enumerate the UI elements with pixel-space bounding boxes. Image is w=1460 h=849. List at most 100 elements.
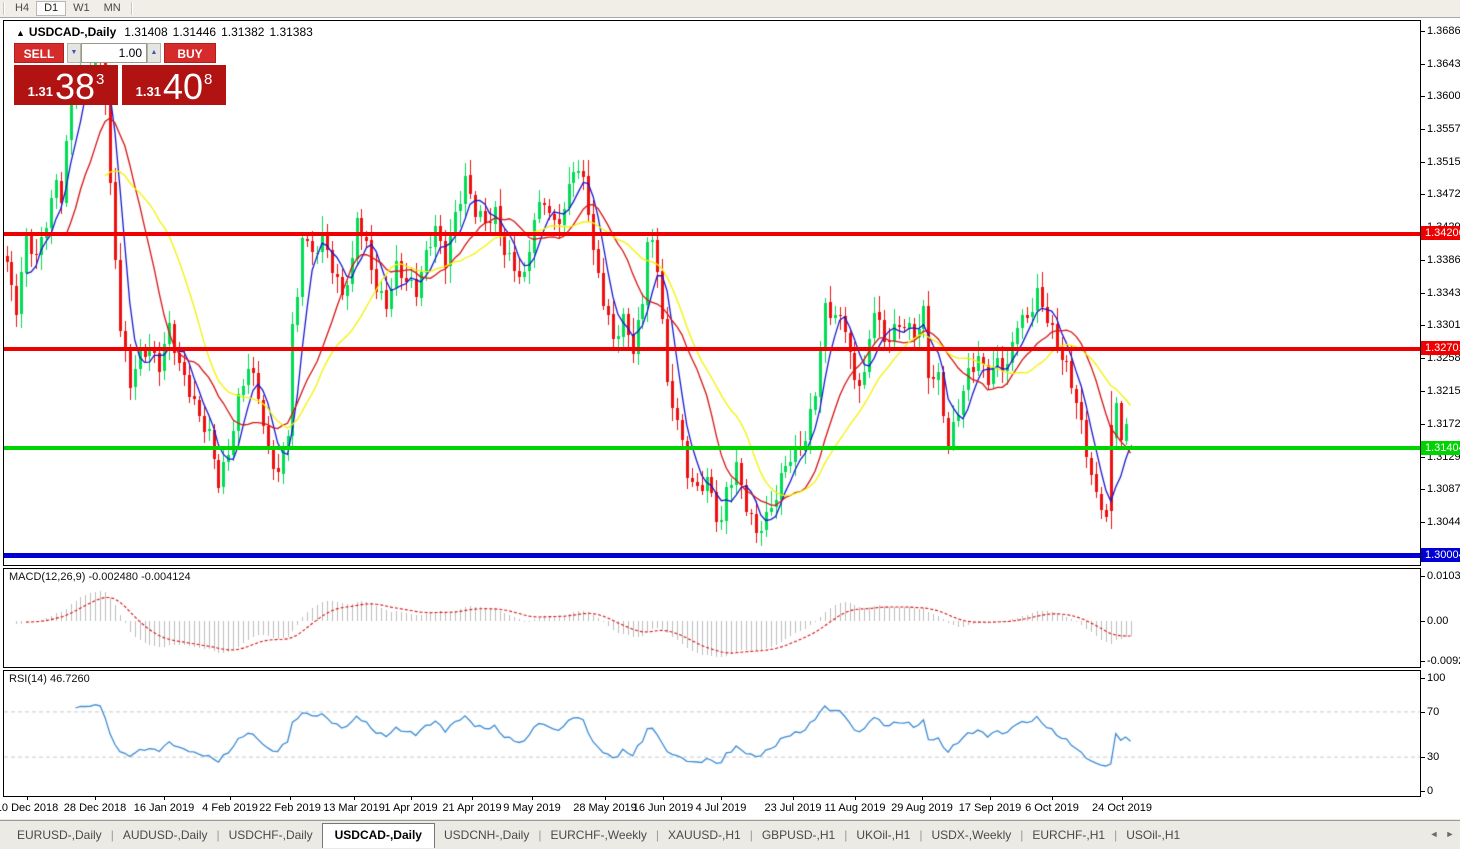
price-tick-mark <box>1421 260 1425 262</box>
chart-tab-usdchf-daily[interactable]: USDCHF-,Daily <box>228 828 313 842</box>
chart-tab-usdcnh-daily[interactable]: USDCNH-,Daily <box>443 828 530 842</box>
date-label: 21 Apr 2019 <box>442 802 502 814</box>
toolbar-separator <box>130 2 133 15</box>
chart-tab-eurusd-daily[interactable]: EURUSD-,Daily <box>17 828 102 842</box>
date-axis[interactable]: 10 Dec 2018 28 Dec 2018 16 Jan 2019 4 Feb 2… <box>0 797 1460 819</box>
chart-tab-usdx-weekly[interactable]: USDX-,Weekly <box>931 828 1012 842</box>
chart-tab-xauusd-h1[interactable]: XAUUSD-,H1 <box>668 828 741 842</box>
toolbar-separator <box>3 2 5 15</box>
price-tick-mark <box>1421 456 1425 458</box>
macd-tick-label: 0.010311 <box>1427 570 1460 582</box>
date-label: 4 Jul 2019 <box>695 802 747 814</box>
chart-title: ▲ USDCAD-,Daily 1.31408 1.31446 1.31382 1.313… <box>16 25 318 39</box>
date-tick-mark <box>411 797 412 800</box>
close-quote: 1.31383 <box>269 25 313 39</box>
horizontal-level-line[interactable] <box>4 346 1420 351</box>
macd-tick-label: -0.009203 <box>1427 655 1460 668</box>
low-quote: 1.31382 <box>221 25 265 39</box>
price-tick-label: 1.33010 <box>1427 319 1460 332</box>
tab-separator: | <box>1020 828 1024 842</box>
price-level-badge: 1.34206 <box>1421 226 1460 241</box>
rsi-tick-mark <box>1421 678 1425 679</box>
volume-increase-icon[interactable]: ▲ <box>147 43 161 63</box>
chart-tab-eurchf-weekly[interactable]: EURCHF-,Weekly <box>550 828 647 842</box>
rsi-tick-label: 70 <box>1427 705 1440 718</box>
chart-tab-usdcad-daily[interactable]: USDCAD-,Daily <box>321 823 435 848</box>
chart-tab-ukoil-h1[interactable]: UKOil-,H1 <box>856 828 911 842</box>
date-tick-mark <box>663 797 664 800</box>
price-tick-label: 1.30870 <box>1427 482 1460 495</box>
rsi-tick-label: 30 <box>1427 751 1440 764</box>
chart-tabs: EURUSD-,Daily | AUDUSD-,Daily | USDCHF-,Dail… <box>0 821 1460 848</box>
date-tick-mark <box>922 797 923 800</box>
timeframe-button-w1[interactable]: W1 <box>73 2 90 14</box>
price-tick-label: 1.34720 <box>1427 188 1460 201</box>
tab-separator: | <box>844 828 848 842</box>
date-label: 9 May 2019 <box>503 802 561 814</box>
buy-price-big: 40 <box>162 66 203 107</box>
date-label: 22 Feb 2019 <box>259 802 321 814</box>
chart-tab-gbpusd-h1[interactable]: GBPUSD-,H1 <box>761 828 836 842</box>
chart-tab-bar: EURUSD-,Daily | AUDUSD-,Daily | USDCHF-,Dail… <box>0 820 1460 849</box>
date-tick-mark <box>290 797 291 800</box>
sell-price-big: 38 <box>54 66 95 107</box>
tab-separator: | <box>749 828 753 842</box>
rsi-tick-label: 100 <box>1427 672 1446 684</box>
price-tick-mark <box>1421 521 1425 523</box>
candlestick-canvas[interactable] <box>4 21 1420 565</box>
timeframe-toolbar: H4 D1 W1 MN <box>0 0 1460 18</box>
price-tick-label: 1.33860 <box>1427 254 1460 267</box>
date-label: 4 Feb 2019 <box>202 802 258 814</box>
tab-scroll-left-icon[interactable]: ◄ <box>1429 829 1439 839</box>
price-tick-mark <box>1421 96 1425 98</box>
macd-tick-mark <box>1421 621 1425 622</box>
date-tick-mark <box>721 797 722 800</box>
date-label: 17 Sep 2019 <box>958 802 1022 814</box>
sell-price-sup: 3 <box>96 71 105 88</box>
volume-input[interactable] <box>81 43 147 63</box>
horizontal-level-line[interactable] <box>4 553 1420 559</box>
price-level-badge: 1.31404 <box>1421 440 1460 455</box>
date-label: 23 Jul 2019 <box>764 802 822 814</box>
timeframe-button-h4[interactable]: H4 <box>15 2 30 14</box>
price-tick-label: 1.33430 <box>1427 287 1460 300</box>
date-tick-mark <box>532 797 533 800</box>
tab-separator: | <box>655 828 660 842</box>
timeframe-button-d1[interactable]: D1 <box>36 1 67 16</box>
rsi-tick-mark <box>1421 757 1425 759</box>
horizontal-level-line[interactable] <box>4 446 1420 451</box>
rsi-indicator-panel[interactable]: RSI(14) 46.7260 <box>3 670 1421 797</box>
chart-tab-eurchf-h1[interactable]: EURCHF-,H1 <box>1032 828 1106 842</box>
sell-quote-panel[interactable]: 1.31 38 3 <box>14 65 118 105</box>
date-tick-mark <box>164 797 165 800</box>
sell-price-prefix: 1.31 <box>27 84 53 99</box>
timeframe-button-mn[interactable]: MN <box>103 2 121 14</box>
horizontal-level-line[interactable] <box>4 231 1420 236</box>
macd-indicator-panel[interactable]: MACD(12,26,9) -0.002480 -0.004124 <box>3 568 1421 668</box>
timeframe-buttons: H4 D1 W1 MN <box>8 1 128 16</box>
rsi-tick-mark <box>1421 791 1425 792</box>
date-tick-mark <box>1052 797 1053 800</box>
tab-scroll-right-icon[interactable]: ► <box>1445 829 1455 839</box>
sell-button[interactable]: SELL <box>14 43 64 63</box>
buy-quote-panel[interactable]: 1.31 40 8 <box>122 65 226 105</box>
chart-tab-usoil-h1[interactable]: USOil-,H1 <box>1126 828 1181 842</box>
price-tick-label: 1.36860 <box>1427 24 1460 37</box>
date-tick-mark <box>1122 797 1123 800</box>
date-label: 29 Aug 2019 <box>891 802 953 814</box>
buy-button[interactable]: BUY <box>164 43 216 63</box>
volume-decrease-icon[interactable]: ▼ <box>67 43 81 63</box>
price-tick-mark <box>1421 63 1425 65</box>
chart-tab-audusd-daily[interactable]: AUDUSD-,Daily <box>122 828 208 842</box>
date-tick-mark <box>793 797 794 800</box>
collapse-triangle-icon[interactable]: ▲ <box>16 28 25 38</box>
date-label: 28 May 2019 <box>573 802 637 814</box>
price-tick-mark <box>1421 129 1425 131</box>
date-tick-mark <box>95 797 96 800</box>
price-tick-mark <box>1421 423 1425 425</box>
macd-canvas[interactable] <box>4 569 1420 667</box>
date-tick-mark <box>472 797 473 800</box>
price-chart-panel[interactable]: ▲ USDCAD-,Daily 1.31408 1.31446 1.31382 1.313… <box>3 20 1421 566</box>
rsi-canvas[interactable] <box>4 671 1420 796</box>
